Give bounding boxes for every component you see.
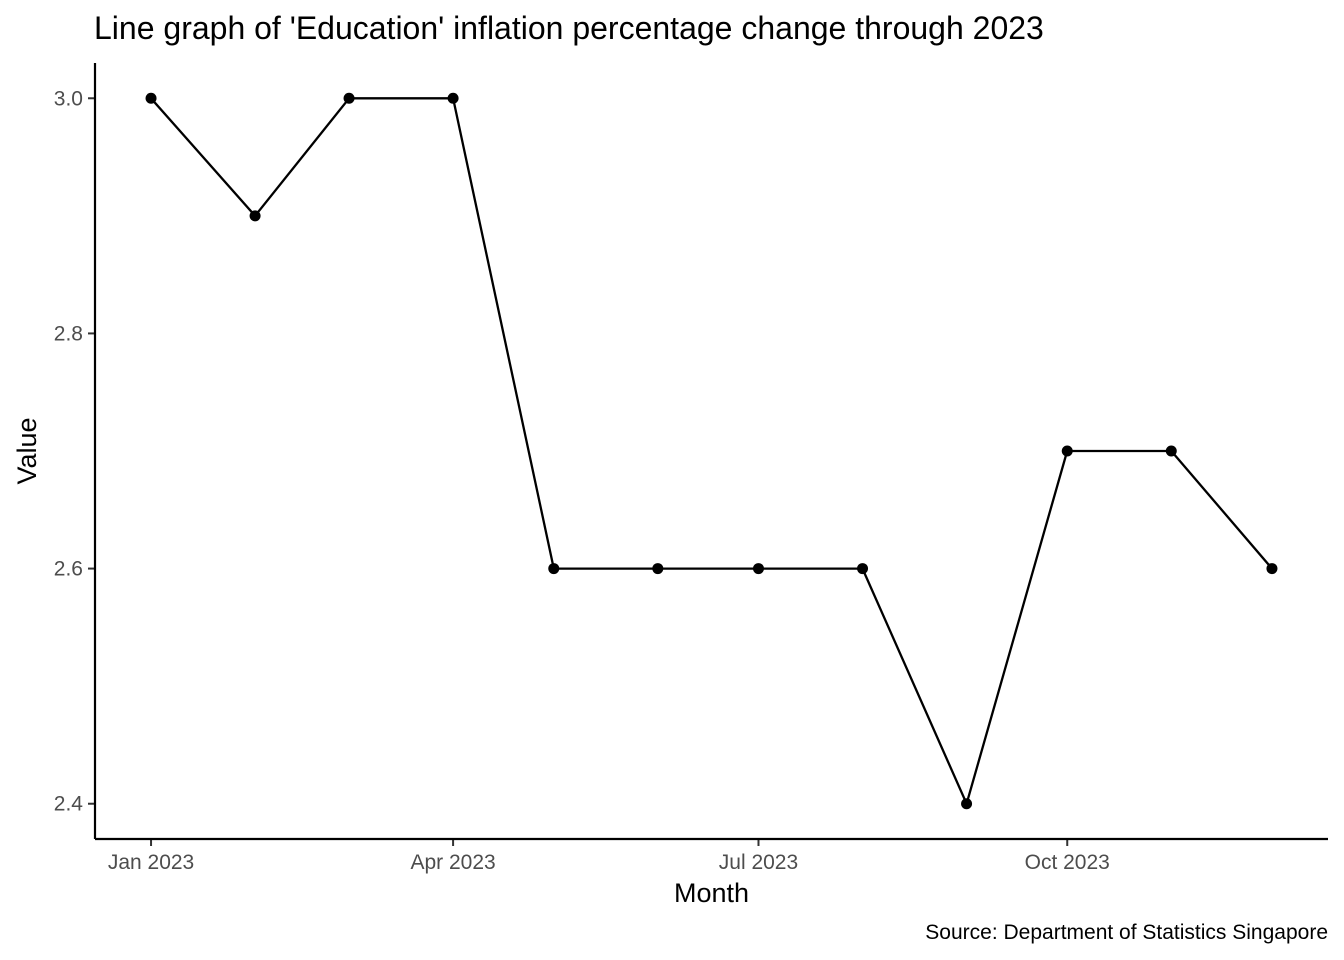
x-tick-label: Jul 2023: [719, 851, 798, 874]
chart-title: Line graph of 'Education' inflation perc…: [94, 10, 1044, 46]
data-point: [752, 563, 764, 575]
data-point: [1165, 445, 1177, 457]
series-line: [150, 97, 1273, 805]
y-axis-ticks: 2.4 2.6 2.8 3.0: [54, 87, 95, 816]
x-tick-label: Jan 2023: [108, 851, 194, 874]
data-point: [249, 210, 261, 222]
data-point: [145, 92, 157, 104]
x-axis-ticks: Jan 2023 Apr 2023 Jul 2023 Oct 2023: [108, 839, 1110, 874]
source-caption: Source: Department of Statistics Singapo…: [925, 921, 1328, 944]
x-tick-label: Oct 2023: [1025, 851, 1110, 874]
y-tick-label: 2.4: [54, 793, 84, 816]
data-point: [857, 563, 869, 575]
data-point: [652, 563, 664, 575]
data-point: [1061, 445, 1073, 457]
data-point: [343, 92, 355, 104]
data-point: [961, 798, 973, 810]
data-point: [1266, 563, 1278, 575]
data-point: [548, 563, 560, 575]
y-tick-label: 2.6: [54, 558, 83, 581]
x-axis-title: Month: [674, 878, 749, 908]
y-tick-label: 3.0: [54, 87, 83, 110]
y-tick-label: 2.8: [54, 322, 83, 345]
data-point: [447, 92, 459, 104]
series-layer: [145, 92, 1278, 810]
x-tick-label: Apr 2023: [410, 851, 495, 874]
y-axis-title: Value: [12, 417, 42, 484]
